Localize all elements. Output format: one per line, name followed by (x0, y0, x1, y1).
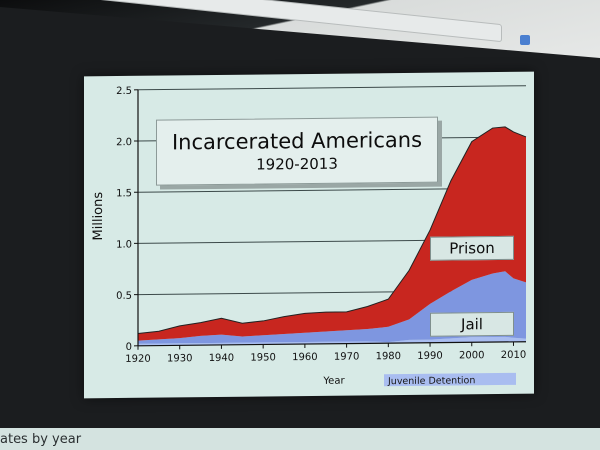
address-bar[interactable] (80, 0, 502, 43)
footer-text: ates by year (0, 432, 82, 447)
chart-title-box: Incarcerated Americans 1920-2013 (156, 116, 438, 186)
extension-icon[interactable] (520, 35, 530, 45)
y-axis-label: Millions (91, 192, 106, 241)
area-juvenile-detention (138, 336, 526, 346)
y-tick-label: 0.5 (116, 291, 132, 302)
x-tick-label: 1970 (334, 351, 359, 362)
x-tick-label: 2010 (501, 350, 526, 361)
x-tick-label: 1930 (167, 353, 192, 364)
x-axis-label: Year (322, 376, 345, 387)
y-tick-label: 0 (126, 342, 132, 353)
y-tick-label: 1.5 (116, 188, 132, 199)
x-tick-label: 2000 (459, 350, 484, 361)
chart-subtitle: 1920-2013 (256, 154, 338, 174)
total-outline (137, 126, 527, 334)
y-tick-label: 2.0 (116, 137, 132, 148)
x-tick-label: 1990 (417, 351, 442, 362)
y-tick-label: 2.5 (116, 86, 132, 97)
series-label-jail: Jail (430, 311, 514, 337)
x-tick-label: 1920 (125, 354, 150, 365)
browser-chrome (0, 0, 600, 58)
x-tick-label: 1960 (292, 352, 317, 363)
x-axis-line (138, 341, 526, 347)
area-prison (138, 126, 526, 341)
legend-swatch-juvenile (384, 372, 516, 387)
area-jail (138, 271, 526, 344)
page-footer: ates by year (0, 428, 600, 450)
x-tick-label: 1980 (376, 351, 401, 362)
gridline (138, 85, 526, 91)
x-tick-label: 1940 (209, 353, 234, 364)
presentation-slide: 0 0.5 1.0 1.5 2.0 2.5 1920 1930 1940 1950 1960 1970… (84, 71, 534, 399)
x-tick-label: 1950 (250, 352, 275, 363)
chart-title: Incarcerated Americans (171, 127, 423, 155)
legend-label-juvenile: Juvenile Detention (387, 375, 475, 387)
incarceration-chart: 0 0.5 1.0 1.5 2.0 2.5 1920 1930 1940 1950 1960 1970… (91, 85, 527, 387)
series-label-prison: Prison (430, 235, 514, 261)
y-tick-label: 1.0 (116, 239, 132, 250)
